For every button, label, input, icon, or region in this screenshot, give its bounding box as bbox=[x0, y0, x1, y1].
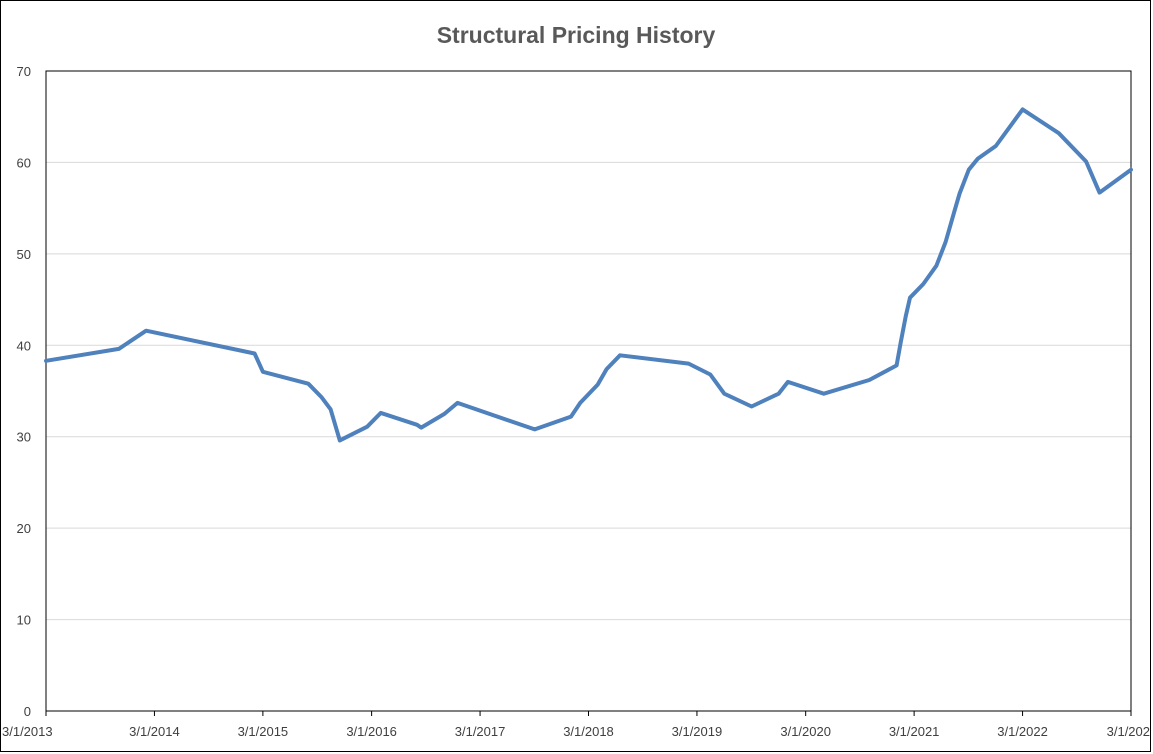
x-tick-label: 3/1/202 bbox=[1107, 724, 1150, 739]
y-tick-label: 40 bbox=[17, 338, 31, 353]
y-tick-label: 70 bbox=[17, 64, 31, 79]
x-tick-label: 3/1/2014 bbox=[129, 724, 180, 739]
x-tick-label: 3/1/2021 bbox=[889, 724, 940, 739]
x-tick-label: 3/1/2015 bbox=[238, 724, 289, 739]
y-tick-label: 0 bbox=[24, 704, 31, 719]
y-tick-label: 20 bbox=[17, 521, 31, 536]
x-tick-label: 3/1/2017 bbox=[455, 724, 506, 739]
x-tick-label: 3/1/2016 bbox=[346, 724, 397, 739]
x-axis-ticks: 3/1/2013 3/1/2014 3/1/2015 3/1/2016 3/1/2017… bbox=[2, 711, 1150, 739]
series-line-structural-pricing bbox=[44, 107, 1133, 443]
x-tick-label: 3/1/2019 bbox=[672, 724, 723, 739]
gridlines bbox=[46, 161, 1131, 621]
y-tick-label: 30 bbox=[17, 430, 31, 445]
x-tick-label: 3/1/2018 bbox=[563, 724, 614, 739]
chart-title: Structural Pricing History bbox=[437, 22, 716, 48]
y-tick-label: 10 bbox=[17, 613, 31, 628]
x-tick-label: 3/1/2013 bbox=[2, 724, 53, 739]
x-tick-label: 3/1/2022 bbox=[997, 724, 1048, 739]
y-tick-label: 50 bbox=[17, 247, 31, 262]
y-axis-ticks: 0 10 20 30 40 50 60 70 bbox=[17, 64, 31, 719]
y-tick-label: 60 bbox=[17, 155, 31, 170]
plot-area-border bbox=[45, 70, 1132, 712]
x-tick-label: 3/1/2020 bbox=[780, 724, 831, 739]
